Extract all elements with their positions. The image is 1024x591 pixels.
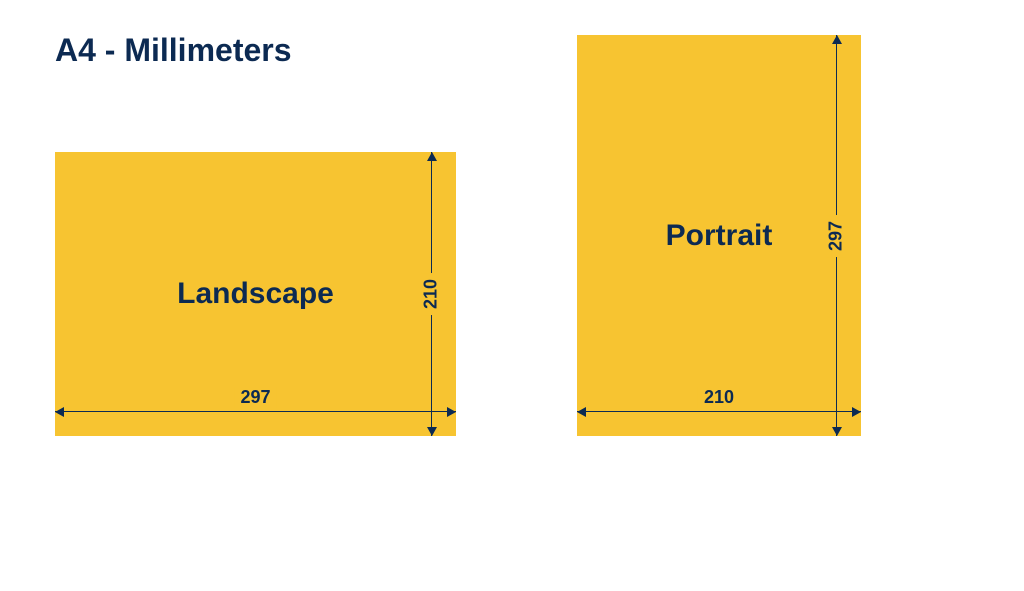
landscape-width-value: 297 (234, 387, 276, 408)
landscape-height-value: 210 (421, 273, 442, 315)
portrait-label: Portrait (666, 219, 773, 253)
portrait-rect: Portrait 210 297 (577, 35, 861, 436)
landscape-rect: Landscape 297 210 (55, 152, 456, 436)
landscape-width-dimension: 297 (55, 411, 456, 412)
diagram-title: A4 - Millimeters (55, 32, 292, 69)
portrait-width-value: 210 (698, 387, 740, 408)
portrait-height-dimension: 297 (836, 35, 837, 436)
portrait-width-dimension: 210 (577, 411, 861, 412)
landscape-label: Landscape (177, 277, 334, 311)
landscape-height-dimension: 210 (431, 152, 432, 436)
portrait-height-value: 297 (826, 214, 847, 256)
